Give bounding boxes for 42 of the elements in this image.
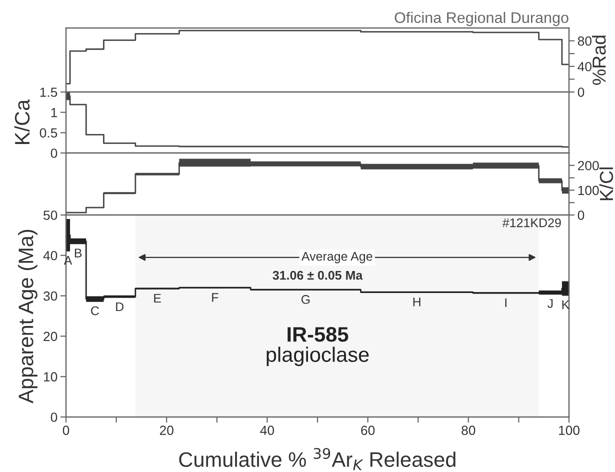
y2-tick-label: 40 xyxy=(578,62,592,72)
x-tick-label: 40 xyxy=(260,426,274,436)
annotation: D xyxy=(116,302,124,312)
annotation: F xyxy=(212,293,218,302)
y-tick-label: 1 xyxy=(51,108,58,118)
annotation: H xyxy=(413,298,420,306)
x-tick-label: 20 xyxy=(160,426,174,436)
x-tick-label: 80 xyxy=(462,426,476,436)
annotation: 31.06 ± 0.05 Ma xyxy=(272,270,363,280)
y2-axis-title: %Rad xyxy=(592,36,606,85)
text: IR-585 xyxy=(288,327,348,342)
y2-axis-title: K/Cl xyxy=(599,168,614,200)
text: plagioclase xyxy=(266,346,369,366)
y2-tick-label: 100 xyxy=(578,186,599,196)
annotation: G xyxy=(301,295,310,304)
y2-tick-label: 80 xyxy=(578,36,592,46)
y-tick-label: 0.5 xyxy=(40,128,58,138)
y-tick-label: 20 xyxy=(44,332,58,342)
x-tick-label: 0 xyxy=(62,426,70,436)
annotation: B xyxy=(74,248,82,258)
annotation: #121KD29 xyxy=(502,218,561,228)
x-tick-label: 100 xyxy=(559,426,580,436)
y-axis-title: K/Ca xyxy=(14,99,30,144)
band-label: Average Age xyxy=(301,252,372,264)
x-axis-title: Cumulative % $^{39}$Ar$_{K}$ Released xyxy=(179,448,456,470)
y2-tick-label: 200 xyxy=(578,160,599,170)
annotation: C xyxy=(91,306,99,316)
y2-tick-label: 0 xyxy=(578,88,584,97)
x-tick-label: 60 xyxy=(361,426,375,436)
y-tick-label: 1.5 xyxy=(40,88,58,97)
y-tick-label: 0 xyxy=(50,148,58,158)
annotation: J xyxy=(547,299,553,308)
text: Oficina Regional Durango xyxy=(394,12,568,26)
y-tick-label: 50 xyxy=(44,210,58,220)
annotation: E xyxy=(154,294,161,303)
y-tick-label: 0 xyxy=(50,412,58,422)
y2-tick-label: 0 xyxy=(578,210,584,220)
y-axis-title: Apparent Age (Ma) xyxy=(18,230,38,404)
annotation: I xyxy=(505,298,506,308)
y-tick-label: 10 xyxy=(44,372,58,382)
y-tick-label: 40 xyxy=(43,250,58,260)
y-tick-label: 30 xyxy=(43,291,58,301)
